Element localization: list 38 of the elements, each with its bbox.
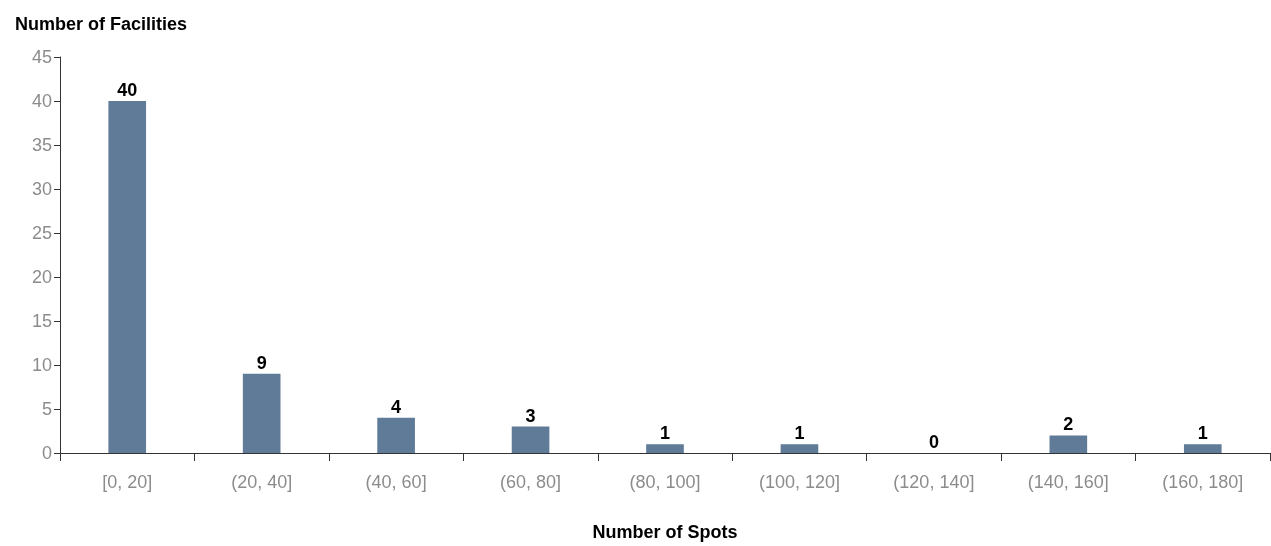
x-axis-title: Number of Spots (592, 522, 738, 542)
data-label: 1 (1197, 423, 1208, 444)
bar (242, 373, 281, 453)
bar (646, 444, 684, 453)
x-tick-label: (60, 80] (500, 472, 562, 492)
bar (780, 444, 819, 453)
bar (1183, 444, 1222, 453)
data-label: 4 (391, 396, 402, 417)
data-label: 40 (117, 80, 138, 100)
x-tick-label: (100, 120] (758, 472, 840, 492)
y-tick-label: 35 (31, 135, 52, 155)
data-label: 3 (525, 405, 536, 426)
data-label: 2 (1063, 414, 1074, 435)
y-tick-label: 0 (41, 443, 52, 463)
y-tick-label: 15 (31, 311, 52, 331)
y-tick-label: 30 (31, 179, 52, 199)
x-tick-label: (160, 180] (1162, 472, 1244, 492)
y-tick-label: 40 (31, 91, 52, 111)
y-tick-label: 25 (31, 223, 52, 243)
data-label: 0 (928, 432, 939, 452)
y-axis-title: Number of Facilities (15, 14, 188, 34)
data-label: 9 (256, 352, 267, 373)
x-tick-label: (20, 40] (231, 472, 293, 492)
y-tick-label: 45 (31, 47, 52, 67)
x-tick-label: (120, 140] (893, 472, 975, 492)
bar (377, 417, 415, 453)
x-tick-label: (140, 160] (1027, 472, 1109, 492)
y-tick-label: 5 (41, 399, 52, 419)
bar (108, 101, 147, 453)
x-tick-label: (80, 100] (629, 472, 701, 492)
x-tick-label: (40, 60] (365, 472, 427, 492)
bar (511, 426, 550, 453)
data-label: 1 (794, 423, 805, 444)
bar (1049, 435, 1088, 453)
data-label: 1 (659, 423, 671, 444)
x-tick-label: [0, 20] (102, 472, 153, 492)
y-tick-label: 10 (31, 355, 52, 375)
y-tick-label: 20 (31, 267, 52, 287)
